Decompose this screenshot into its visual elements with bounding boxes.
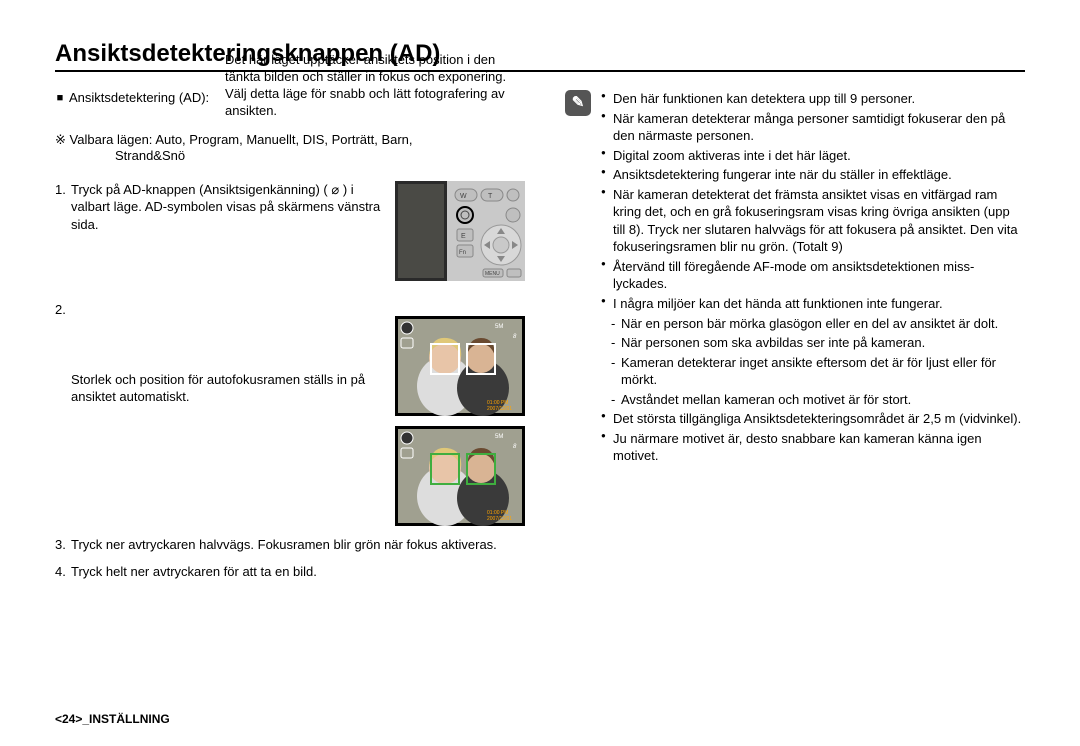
e-button-label: E [461, 233, 466, 240]
note-item: När kameran detekterat det främsta ansik… [601, 186, 1025, 256]
step-1-number: 1. [55, 181, 66, 199]
selectable-line2: Strand&Snö [55, 148, 525, 163]
selectable-label: Valbara lägen: [70, 132, 156, 147]
note-subitem: Avståndet mellan kameran och motivet är … [611, 391, 1025, 409]
selectable-text: Auto, Program, Manuellt, DIS, Porträtt, … [155, 132, 412, 147]
note-item: Ansiktsdetektering fungerar inte när du … [601, 166, 1025, 184]
note-icon: ✎ [565, 90, 591, 116]
step-4-text: Tryck helt ner avtryckaren för att ta en… [55, 563, 525, 581]
note-item: När kameran detekterar många personer sa… [601, 110, 1025, 145]
lcd2-row: 5M 8 01:00 PM 2007/12/01 [55, 426, 525, 526]
lcd-date: 2007/12/01 [487, 406, 512, 412]
step-4-number: 4. [55, 563, 66, 581]
step-3-text: Tryck ner avtryckaren halvvägs. Fokusram… [55, 536, 525, 554]
svg-text:2007/12/01: 2007/12/01 [487, 516, 512, 522]
step-2-text: Storlek och position för autofokusramen … [55, 371, 385, 406]
definition-text: Det här läget upptäcker ansiktets positi… [55, 52, 525, 120]
zoom-w-label: W [460, 193, 467, 200]
note-item: Ju närmare motivet är, desto snabbare ka… [601, 430, 1025, 465]
definition-label: Ansiktsdetektering (AD): [69, 90, 209, 106]
note-sublist: När en person bär mörka glasögon eller e… [601, 315, 1025, 409]
note-item: Det största tillgängliga Ansiktsdetekter… [601, 410, 1025, 428]
page-number: <24> [55, 712, 82, 726]
lcd-preview-white-frames: 5M 8 01:00 PM 2007/12/01 [395, 316, 525, 416]
zoom-t-label: T [488, 193, 493, 200]
section-name: _INSTÄLLNING [82, 712, 169, 726]
right-column: ✎ Den här funktionen kan detektera upp t… [565, 90, 1025, 591]
bullet-square-icon: ■ [55, 90, 65, 106]
selectable-modes: ※ Valbara lägen: Auto, Program, Manuellt… [55, 132, 525, 163]
notes-list: ✎ Den här funktionen kan detektera upp t… [601, 90, 1025, 465]
note-item: Digital zoom aktiveras inte i det här lä… [601, 147, 1025, 165]
note-subitem: När en person bär mörka glasögon eller e… [611, 315, 1025, 333]
page-footer: <24>_INSTÄLLNING [55, 712, 170, 726]
lcd-preview-green-frames: 5M 8 01:00 PM 2007/12/01 [395, 426, 525, 526]
svg-text:5M: 5M [495, 434, 503, 440]
menu-button-label: MENU [485, 271, 500, 277]
step-3-number: 3. [55, 536, 66, 554]
step-1: 1. Tryck på AD-knappen (Ansiktsigenkänni… [55, 181, 525, 291]
camera-back-illustration: W T E Fn [395, 181, 525, 281]
step-2-row: 2. Storlek och position för autofokusram… [55, 301, 525, 416]
note-item: I några miljöer kan det hända att funkti… [601, 295, 1025, 313]
reference-mark-icon: ※ [55, 132, 66, 147]
note-subitem: Kameran detekterar inget ansikte efterso… [611, 354, 1025, 389]
face-detect-icon: ⌀ [331, 182, 339, 197]
note-subitem: När personen som ska avbildas ser inte p… [611, 334, 1025, 352]
step-2-number: 2. [55, 301, 66, 319]
note-item: Återvänd till föregående AF-mode om ansi… [601, 258, 1025, 293]
step-3: 3. Tryck ner avtryckaren halvvägs. Fokus… [55, 536, 525, 554]
fn-button-label: Fn [459, 250, 466, 256]
note-item: Den här funktionen kan detektera upp til… [601, 90, 1025, 108]
lcd-res: 5M [495, 324, 503, 330]
left-column: ■ Ansiktsdetektering (AD): Det här läget… [55, 90, 525, 591]
step-4: 4. Tryck helt ner avtryckaren för att ta… [55, 563, 525, 581]
